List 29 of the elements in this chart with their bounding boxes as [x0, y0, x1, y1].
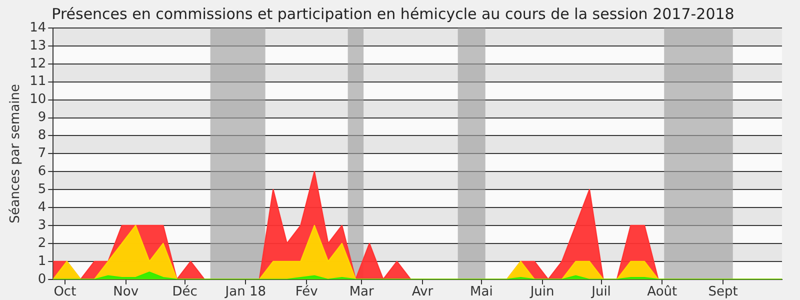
- y-tick-label: 8: [38, 128, 46, 144]
- x-tick-label: Mai: [470, 284, 493, 300]
- y-tick-label: 12: [30, 56, 46, 72]
- y-tick-label: 1: [38, 254, 46, 269]
- x-tick-label: Mar: [349, 284, 374, 300]
- x-tick-label: Juil: [590, 284, 611, 300]
- y-tick-label: 0: [38, 272, 46, 287]
- x-tick-label: Sept: [708, 284, 738, 300]
- y-tick-label: 7: [38, 146, 46, 162]
- y-tick-label: 14: [30, 20, 46, 36]
- x-tick-label: Jan 18: [224, 284, 266, 300]
- y-tick-label: 10: [30, 92, 46, 108]
- y-tick-label: 11: [30, 74, 46, 90]
- x-tick-label: Oct: [54, 284, 76, 300]
- y-tick-label: 9: [38, 110, 46, 126]
- y-tick-label: 13: [30, 38, 46, 54]
- y-tick-label: 3: [38, 218, 46, 233]
- y-tick-label: 2: [38, 236, 46, 251]
- y-tick-label: 4: [38, 200, 46, 215]
- y-axis-title: Séances par semaine: [8, 84, 24, 224]
- y-tick-label: 5: [38, 182, 46, 197]
- x-tick-label: Avr: [412, 284, 434, 300]
- x-tick-label: Fév: [295, 284, 318, 300]
- x-tick-label: Juin: [529, 284, 554, 300]
- y-tick-label: 6: [38, 164, 46, 180]
- x-tick-label: Déc: [172, 284, 198, 300]
- x-tick-label: Nov: [113, 284, 139, 300]
- x-tick-label: Août: [647, 284, 678, 300]
- chart-title: Présences en commissions et participation en hémicycle au cours de la session 2017-2018: [52, 4, 734, 23]
